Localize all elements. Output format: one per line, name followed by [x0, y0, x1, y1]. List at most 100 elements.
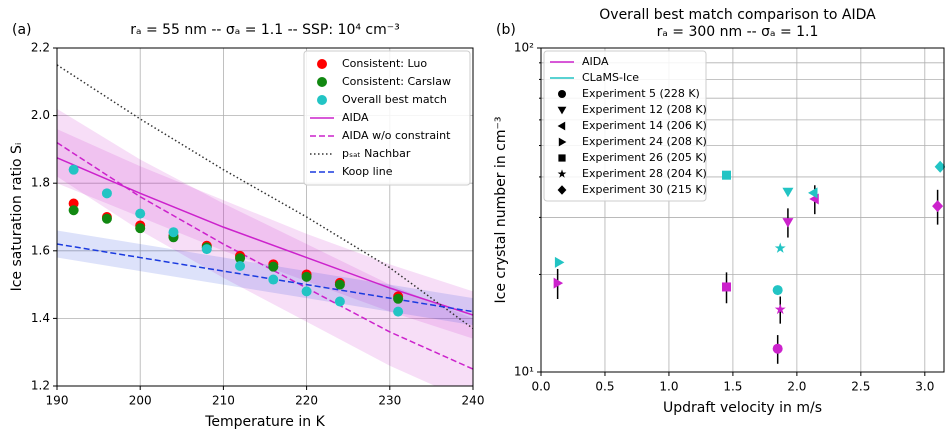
clams-point: [722, 170, 732, 180]
legend-swatch: [558, 154, 566, 162]
x-tick-label: 190: [46, 394, 69, 408]
x-tick-label: 210: [212, 394, 235, 408]
legend-swatch: [557, 121, 566, 131]
legend-label: Experiment 12 (208 K): [582, 103, 707, 116]
aida-point: [774, 303, 786, 315]
x-tick-label: 230: [378, 394, 401, 408]
chart-title: Overall best match comparison to AIDA: [599, 7, 876, 23]
aida-point: [772, 343, 783, 354]
x-tick-label: 200: [129, 394, 152, 408]
legend-label: CLaMS-Ice: [582, 71, 639, 84]
x-tick-label: 1.0: [659, 380, 678, 394]
data-point: [68, 164, 79, 175]
axes-frame: [56, 47, 474, 387]
legend-label: Overall best match: [342, 93, 447, 106]
x-tick-label: 1.5: [723, 380, 742, 394]
chart-subtitle: rₐ = 300 nm -- σₐ = 1.1: [657, 24, 819, 40]
series-line: [57, 142, 473, 370]
legend-swatch: [557, 185, 567, 195]
x-tick-label: 0.0: [531, 380, 550, 394]
legend-swatch: [557, 106, 567, 115]
data-point: [301, 286, 312, 297]
y-tick-label: 1.4: [31, 311, 50, 325]
data-point: [334, 296, 345, 307]
legend-label: Experiment 30 (215 K): [582, 183, 707, 196]
y-tick-label: 1.8: [31, 176, 50, 190]
legend-label: Consistent: Carslaw: [342, 75, 451, 88]
x-axis-label: Temperature in K: [204, 414, 325, 430]
legend-swatch: [558, 90, 566, 98]
data-point: [135, 208, 146, 219]
legend-label: Consistent: Luo: [342, 57, 427, 70]
legend-label: AIDA: [342, 111, 369, 124]
data-point: [301, 271, 312, 282]
x-axis-label: Updraft velocity in m/s: [663, 400, 822, 416]
legend-label: Experiment 5 (228 K): [582, 87, 700, 100]
legend-box: [543, 50, 707, 202]
uncertainty-band: [57, 108, 473, 386]
legend-label: Experiment 14 (206 K): [582, 119, 707, 132]
y-tick-label: 1.2: [31, 379, 50, 393]
data-point: [393, 306, 404, 317]
axes-frame: [540, 47, 945, 373]
aida-point: [932, 200, 944, 213]
clams-point: [554, 256, 565, 268]
clams-point: [782, 187, 794, 198]
series-line: [57, 243, 473, 313]
y-axis-label: Ice saturation ratio Sᵢ: [9, 143, 25, 292]
legend-box: [303, 50, 471, 186]
x-tick-label: 220: [295, 394, 318, 408]
aida-point: [722, 282, 732, 292]
x-tick-label: 0.5: [595, 380, 614, 394]
data-point: [334, 279, 345, 290]
aida-point: [782, 218, 794, 228]
data-point: [268, 274, 279, 285]
legend-label: pₛₐₜ Nachbar: [342, 147, 411, 160]
legend-label: Experiment 28 (204 K): [582, 167, 707, 180]
x-tick-label: 2.5: [851, 380, 870, 394]
x-tick-label: 2.0: [787, 380, 806, 394]
clams-point: [808, 187, 818, 199]
data-point: [168, 227, 179, 238]
y-tick-label: 2.0: [31, 108, 50, 122]
legend-label: Koop line: [342, 165, 393, 178]
y-tick-label: 1.6: [31, 243, 50, 257]
legend-swatch: [317, 77, 327, 87]
data-point: [235, 261, 246, 272]
aida-point: [553, 277, 564, 289]
legend-label: Experiment 26 (205 K): [582, 151, 707, 164]
panel-label: (b): [496, 22, 516, 38]
uncertainty-band: [57, 129, 473, 339]
y-tick-label: 10²: [514, 41, 534, 55]
data-point: [393, 293, 404, 304]
legend-swatch: [557, 169, 567, 178]
legend: AIDA CLaMS-Ice Experiment 5 (228 K) Experim…: [543, 50, 707, 202]
x-tick-label: 240: [462, 394, 485, 408]
clams-point: [774, 242, 786, 253]
legend: Consistent: Luo Consistent: Carslaw Overal…: [303, 50, 471, 186]
legend-label: AIDA w/o constraint: [342, 129, 451, 142]
data-point: [101, 213, 112, 224]
legend-swatch: [317, 59, 327, 69]
legend-swatch: [317, 95, 327, 105]
data-point: [101, 188, 112, 199]
panel-label: (a): [12, 22, 32, 38]
clams-point: [772, 285, 783, 296]
data-point: [235, 253, 246, 264]
plot-area: [57, 64, 473, 386]
data-point: [268, 261, 279, 272]
data-point: [201, 244, 212, 255]
chart-title: rₐ = 55 nm -- σₐ = 1.1 -- SSP: 10⁴ cm⁻³: [130, 22, 400, 38]
legend-swatch: [558, 137, 567, 147]
y-tick-label: 2.2: [31, 41, 50, 55]
x-tick-label: 3.0: [915, 380, 934, 394]
data-point: [68, 205, 79, 216]
legend-label: AIDA: [582, 55, 609, 68]
data-point: [135, 223, 146, 234]
y-axis-label: Ice crystal number in cm⁻³: [493, 117, 509, 304]
series-line: [57, 64, 473, 330]
clams-point: [934, 160, 945, 173]
legend-label: Experiment 24 (208 K): [582, 135, 707, 148]
y-tick-label: 10¹: [514, 365, 534, 379]
